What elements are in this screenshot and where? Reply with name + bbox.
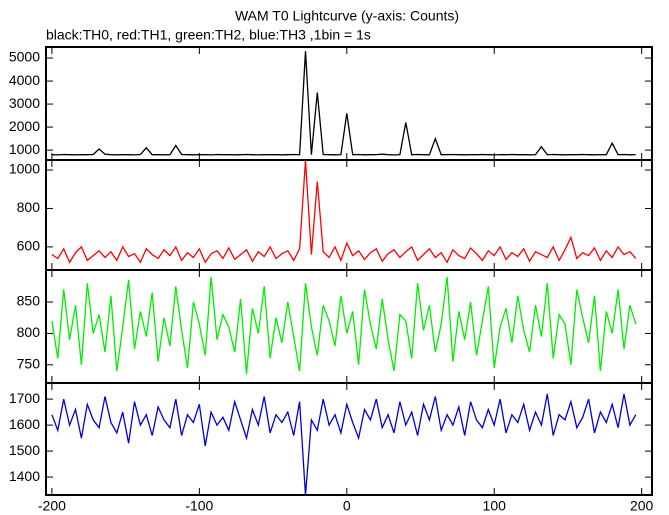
chart-title: WAM T0 Lightcurve (y-axis: Counts) bbox=[235, 8, 459, 24]
y-tick-label: 2000 bbox=[9, 118, 40, 134]
panel-frame bbox=[45, 382, 653, 496]
y-tick-label: 850 bbox=[17, 293, 41, 309]
y-tick-label: 1600 bbox=[9, 416, 40, 432]
panel-frame bbox=[45, 159, 653, 271]
x-tick-label: -100 bbox=[185, 498, 213, 514]
panel-frame bbox=[45, 46, 653, 161]
y-tick-label: 800 bbox=[17, 324, 41, 340]
series-line bbox=[51, 393, 637, 495]
y-tick-label: 3000 bbox=[9, 95, 40, 111]
series-line bbox=[51, 51, 636, 156]
y-tick-label: 1000 bbox=[9, 141, 40, 157]
y-tick-label: 4000 bbox=[9, 72, 40, 88]
y-tick-label: 1400 bbox=[9, 468, 40, 484]
y-tick-label: 750 bbox=[17, 355, 41, 371]
y-tick-label: 600 bbox=[17, 238, 41, 254]
chart-subtitle: black:TH0, red:TH1, green:TH2, blue:TH3 … bbox=[46, 27, 371, 43]
y-tick-label: 1500 bbox=[9, 442, 40, 458]
y-tick-label: 5000 bbox=[9, 49, 40, 65]
y-tick-label: 800 bbox=[17, 199, 41, 215]
x-tick-label: -200 bbox=[38, 498, 66, 514]
series-line bbox=[51, 160, 637, 264]
x-tick-label: 0 bbox=[343, 498, 351, 514]
y-tick-label: 1700 bbox=[9, 390, 40, 406]
series-line bbox=[51, 276, 637, 375]
x-tick-label: 200 bbox=[630, 498, 654, 514]
x-tick-label: 100 bbox=[483, 498, 507, 514]
y-tick-label: 1000 bbox=[9, 161, 40, 177]
